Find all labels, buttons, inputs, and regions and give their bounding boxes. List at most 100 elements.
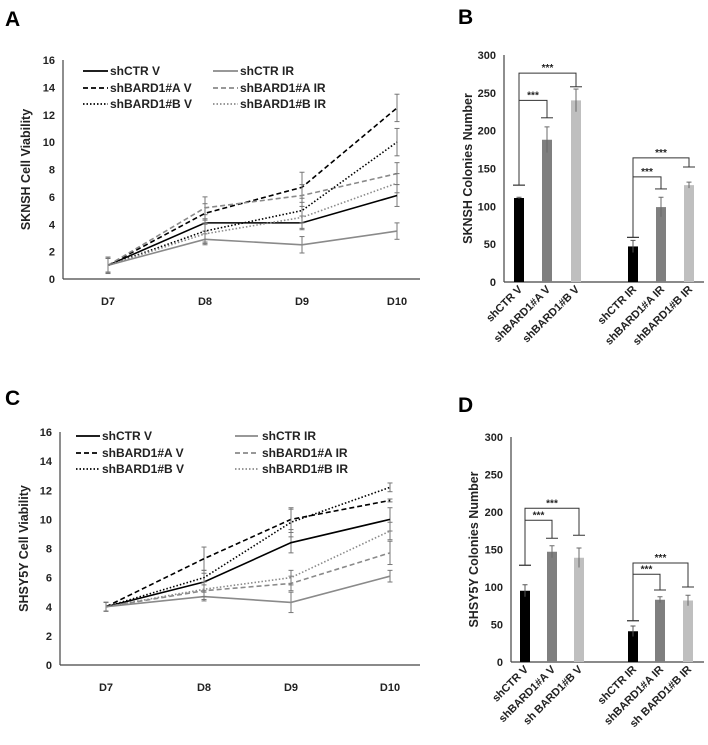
significance-label: *** bbox=[655, 553, 667, 564]
series-shbard1-b-v bbox=[103, 482, 393, 612]
legend-label: shBARD1#A V bbox=[110, 81, 192, 95]
series-line bbox=[105, 486, 391, 608]
y-tick-label: 100 bbox=[485, 582, 503, 594]
y-tick-label: 300 bbox=[485, 432, 503, 444]
series-shctr-v bbox=[103, 507, 393, 612]
series-line bbox=[107, 172, 398, 267]
significance-label: *** bbox=[542, 63, 554, 74]
legend-label: shBARD1#A V bbox=[102, 446, 184, 460]
bar bbox=[514, 198, 524, 282]
bar bbox=[684, 185, 694, 282]
bar bbox=[547, 551, 557, 662]
significance-bracket bbox=[632, 157, 690, 238]
series-shbard1-b-ir bbox=[103, 521, 393, 612]
y-tick-label: 10 bbox=[40, 514, 52, 526]
bar bbox=[571, 100, 581, 283]
bar bbox=[628, 246, 638, 282]
y-tick-label: 8 bbox=[49, 165, 55, 177]
significance-label: *** bbox=[527, 90, 539, 101]
series-shbard1-a-ir bbox=[103, 540, 393, 612]
series-shbard1-b-ir bbox=[105, 173, 400, 273]
legend-label: shBARD1#B V bbox=[102, 462, 184, 476]
y-tick-label: 0 bbox=[46, 660, 52, 672]
series-shctr-v bbox=[105, 184, 400, 275]
y-tick-label: 4 bbox=[46, 602, 53, 614]
x-tick-label: D9 bbox=[295, 296, 309, 308]
panel-label-b: B bbox=[458, 6, 473, 29]
bar bbox=[520, 590, 530, 662]
y-tick-label: 50 bbox=[491, 620, 503, 632]
bar bbox=[574, 557, 584, 662]
x-tick-label: D8 bbox=[198, 296, 212, 308]
legend-label: shBARD1#B V bbox=[110, 97, 192, 111]
y-tick-label: 8 bbox=[46, 544, 52, 556]
series-shctr-ir bbox=[103, 569, 393, 614]
y-tick-label: 100 bbox=[478, 201, 496, 213]
series-line bbox=[107, 182, 398, 267]
legend-label: shCTR IR bbox=[240, 64, 294, 78]
significance-label: *** bbox=[641, 564, 653, 575]
series-line bbox=[105, 499, 391, 608]
significance-label: *** bbox=[655, 148, 667, 159]
y-tick-label: 250 bbox=[478, 88, 496, 100]
significance-bracket bbox=[524, 507, 580, 566]
x-tick-label: D9 bbox=[284, 682, 298, 694]
y-tick-label: 0 bbox=[49, 274, 55, 286]
bar bbox=[683, 600, 693, 662]
y-tick-label: 150 bbox=[485, 545, 503, 557]
y-tick-label: 0 bbox=[490, 277, 496, 289]
legend-label: shBARD1#B IR bbox=[262, 462, 348, 476]
y-tick-label: 14 bbox=[43, 82, 56, 94]
panel-label-d: D bbox=[458, 394, 473, 417]
y-tick-label: 50 bbox=[484, 239, 496, 251]
y-tick-label: 150 bbox=[478, 164, 496, 176]
panel-label-a: A bbox=[5, 8, 20, 31]
x-tick-label: D7 bbox=[101, 296, 115, 308]
y-tick-label: 12 bbox=[43, 110, 55, 122]
series-line bbox=[107, 107, 398, 267]
x-tick-label: D7 bbox=[99, 682, 113, 694]
significance-label: *** bbox=[641, 167, 653, 178]
series-line bbox=[107, 194, 398, 267]
y-tick-label: 6 bbox=[49, 192, 55, 204]
y-tick-label: 6 bbox=[46, 573, 52, 585]
y-tick-label: 200 bbox=[478, 126, 496, 138]
y-axis-title: SKNSH Colonies Number bbox=[461, 93, 475, 244]
legend-label: shCTR IR bbox=[262, 429, 316, 443]
y-tick-label: 200 bbox=[485, 507, 503, 519]
bar bbox=[656, 207, 666, 282]
legend-label: shBARD1#B IR bbox=[240, 97, 326, 111]
y-axis-title: SKNSH Cell Viability bbox=[19, 109, 33, 230]
y-tick-label: 16 bbox=[40, 427, 52, 439]
y-tick-label: 250 bbox=[485, 470, 503, 482]
series-line bbox=[107, 230, 398, 267]
x-tick-label: D10 bbox=[387, 296, 407, 308]
series-line bbox=[105, 518, 391, 608]
series-shctr-ir bbox=[105, 222, 400, 275]
y-tick-label: 16 bbox=[43, 55, 55, 67]
legend-label: shCTR V bbox=[102, 429, 152, 443]
significance-label: *** bbox=[546, 498, 558, 509]
y-axis-title: SHSY5Y Cell Viability bbox=[17, 485, 31, 612]
x-tick-label: D10 bbox=[380, 682, 400, 694]
y-tick-label: 12 bbox=[40, 485, 52, 497]
legend-label: shCTR V bbox=[110, 64, 160, 78]
legend-label: shBARD1#A IR bbox=[262, 446, 348, 460]
y-tick-label: 4 bbox=[49, 219, 56, 231]
y-tick-label: 2 bbox=[46, 631, 52, 643]
series-shbard1-b-v bbox=[105, 127, 400, 273]
y-tick-label: 0 bbox=[497, 657, 503, 669]
bar bbox=[655, 599, 665, 662]
bar bbox=[628, 631, 638, 662]
legend-label: shBARD1#A IR bbox=[240, 81, 326, 95]
y-tick-label: 300 bbox=[478, 50, 496, 62]
series-shbard1-a-ir bbox=[105, 162, 400, 273]
series-line bbox=[105, 575, 391, 608]
significance-bracket bbox=[518, 72, 577, 186]
y-tick-label: 14 bbox=[40, 456, 53, 468]
significance-bracket bbox=[632, 562, 689, 621]
bar bbox=[542, 139, 552, 282]
series-line bbox=[105, 530, 391, 608]
panel-label-c: C bbox=[5, 387, 20, 410]
